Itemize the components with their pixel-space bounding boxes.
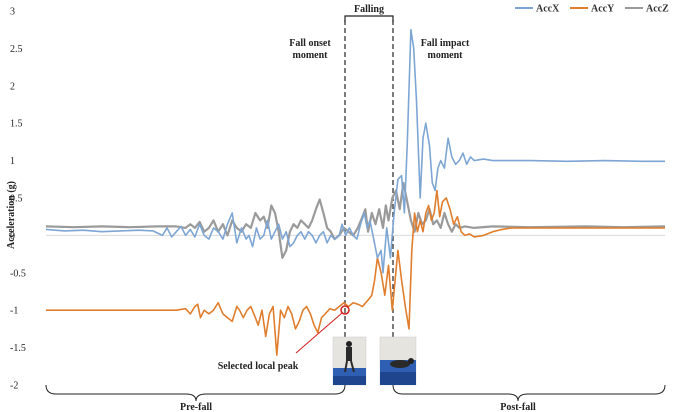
fall-impact-label-line1: Fall impact	[421, 38, 470, 49]
legend-label-accy: AccY	[591, 4, 615, 15]
fall-onset-photo	[332, 336, 367, 386]
series-lines	[45, 28, 666, 356]
legend-label-accz: AccZ	[646, 4, 669, 15]
y-axis-label: Acceleration (g)	[6, 181, 17, 249]
fall-impact-photo	[379, 336, 417, 386]
falling-label: Falling	[354, 4, 384, 15]
falling-bracket	[344, 15, 394, 22]
series-line-accx	[45, 28, 665, 274]
y-tick-label: -2	[10, 381, 18, 392]
y-axis-ticks: 3 2.5 2 1.5 1 0.5 0 -0.5 -1 -1.5 -2	[10, 7, 26, 392]
series-line-accy	[46, 189, 665, 356]
series-line-accz	[45, 181, 666, 259]
y-tick-label: -0.5	[10, 268, 26, 279]
fall-onset-label-line2: moment	[293, 50, 329, 61]
fall-impact-label-line2: moment	[428, 50, 464, 61]
y-tick-label: 2.5	[10, 44, 23, 55]
pre-fall-brace	[45, 384, 346, 402]
post-fall-label: Post-fall	[500, 402, 536, 412]
pre-fall-label: Pre-fall	[180, 402, 212, 412]
y-tick-label: -1	[10, 306, 18, 317]
selected-peak-label: Selected local peak	[218, 361, 299, 372]
selected-peak-marker	[340, 305, 350, 315]
legend-label-accx: AccX	[536, 4, 560, 15]
falling-window	[344, 20, 394, 368]
y-tick-label: 1.5	[10, 119, 23, 130]
post-fall-brace	[392, 384, 666, 402]
y-tick-label: 2	[10, 81, 15, 92]
y-tick-label: 0.5	[10, 194, 23, 205]
selected-peak-pointer	[295, 312, 343, 354]
y-tick-label: 3	[10, 7, 15, 18]
legend: AccX AccY AccZ	[515, 4, 669, 15]
fall-onset-label-line1: Fall onset	[289, 38, 331, 49]
y-tick-label: 1	[10, 156, 15, 167]
y-tick-label: 0	[10, 231, 15, 242]
y-tick-label: -1.5	[10, 343, 26, 354]
